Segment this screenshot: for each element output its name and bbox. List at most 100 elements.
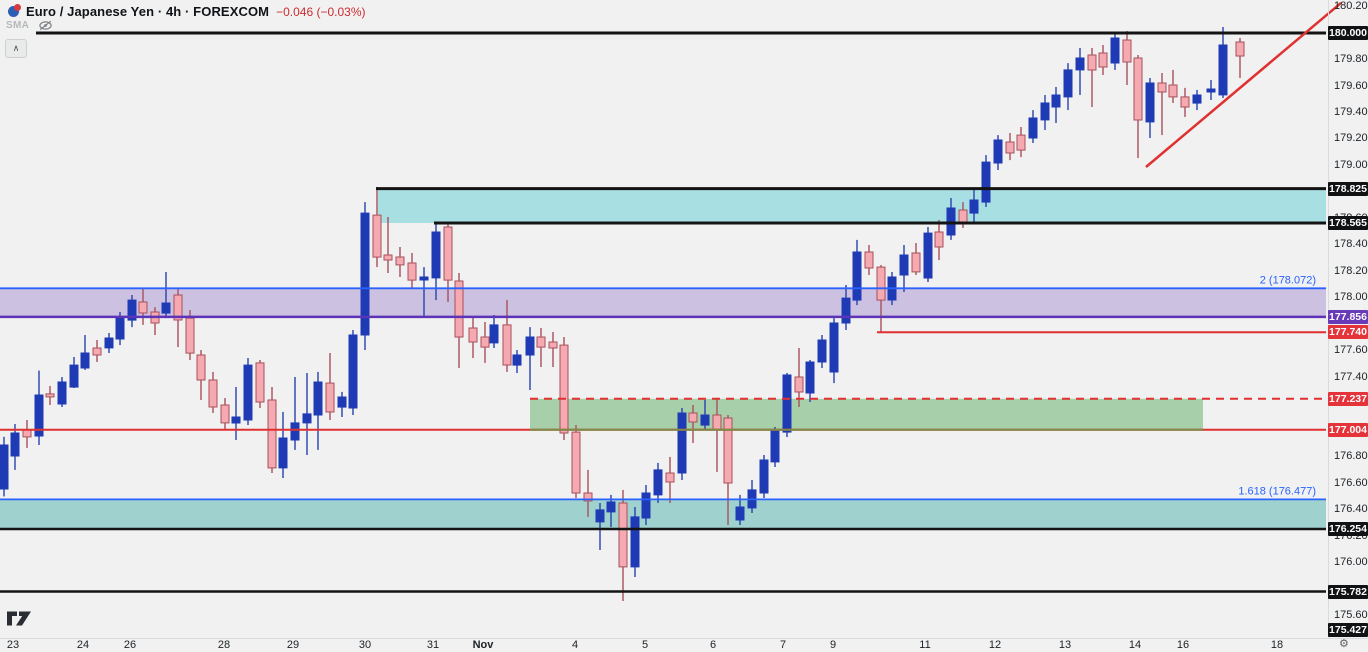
candle [899,245,909,292]
price-tick: 175.600 [1334,609,1368,622]
time-label: 31 [426,639,440,651]
candle [1180,87,1190,117]
candle [1110,33,1120,70]
collapse-panel-button[interactable]: ∧ [5,39,27,58]
time-label: 30 [358,639,372,651]
candle [747,480,757,513]
candle [337,391,347,417]
candle [161,272,171,319]
price-tick: 179.400 [1334,105,1368,118]
candle [548,332,558,367]
time-label: 5 [641,639,649,651]
demand-zone-teal[interactable] [0,499,1326,529]
price-tick: 176.800 [1334,450,1368,463]
candle [677,408,687,480]
candle [665,456,675,503]
symbol-header[interactable]: Euro / Japanese Yen · 4h · FOREXCOM −0.0… [8,4,366,19]
candle [829,318,839,384]
price-tick: 178.400 [1334,238,1368,251]
candle [220,398,230,430]
chart-canvas[interactable]: 2 (178.072) 1.618 (176.477) [0,0,1368,638]
candle [360,202,370,350]
time-label: 6 [709,639,717,651]
candle [383,217,393,273]
candle [536,328,546,367]
symbol-title[interactable]: Euro / Japanese Yen · 4h · FOREXCOM [26,4,270,19]
candle [1028,110,1038,143]
price-tick: 179.800 [1334,53,1368,65]
candle [817,335,827,368]
time-label: 26 [123,639,137,651]
time-axis[interactable]: 23 24 26 28 29 30 31 Nov 4 5 6 7 9 11 12 13 14 16 18 [0,639,1368,652]
candle [1235,38,1245,78]
candle [1206,80,1216,100]
candle [0,436,9,497]
candle [618,489,628,601]
supply-zone-cyan[interactable] [378,188,1326,223]
fib-level-label: 1.618 (176.477) [1238,485,1316,497]
candle [1157,73,1167,136]
visibility-off-icon[interactable] [38,20,53,31]
candle [512,350,522,373]
candle [231,387,241,440]
indicator-label: SMA [6,20,30,31]
price-tick: 176.400 [1334,503,1368,516]
chevron-up-icon: ∧ [12,43,20,53]
candle [454,273,464,368]
candle [923,227,933,282]
time-label: 28 [217,639,231,651]
candle [981,155,991,207]
price-tick: 177.600 [1334,344,1368,357]
time-label: 4 [571,639,579,651]
candle [1192,89,1202,111]
price-level-badge: 175.427 [1328,623,1368,637]
tradingview-logo[interactable] [7,610,32,627]
time-axis-separator [0,638,1368,639]
candle [770,427,780,467]
candle [1016,127,1026,158]
candle [1005,133,1015,161]
candle [993,135,1003,170]
candle [22,420,32,448]
price-tick: 178.200 [1334,264,1368,277]
price-tick: 177.400 [1334,370,1368,383]
price-level-badge: 177.237 [1328,391,1368,406]
candle [348,330,358,415]
demand-zone-green[interactable] [530,398,1203,430]
candle [290,377,300,450]
candle [641,485,651,525]
candle [255,360,265,408]
price-level-badge: 177.856 [1328,309,1368,324]
price-tick: 178.000 [1334,291,1368,304]
price-tick: 179.600 [1334,79,1368,92]
price-axis[interactable]: 180.200 179.800 179.600 179.400 179.200 179.0… [1328,0,1368,638]
candle [1051,87,1061,123]
currency-pair-icon [8,4,21,17]
time-label: 13 [1058,639,1072,651]
time-label: Nov [472,639,494,651]
price-change: −0.046 (−0.03%) [276,4,366,19]
time-label: 7 [779,639,787,651]
candle [723,415,733,525]
candle [1087,48,1097,107]
candle [688,405,698,443]
trendline[interactable] [1145,1,1342,168]
candle [419,267,429,317]
candle [10,424,20,470]
fib-zone-purple[interactable] [0,288,1326,317]
candle [1133,55,1143,158]
indicator-legend[interactable]: SMA [6,20,53,31]
candle [138,288,148,325]
candle [934,219,944,261]
price-tick: 180.200 [1334,0,1368,12]
candle [559,337,569,440]
price-level-badge: 176.254 [1328,522,1368,536]
candle [841,285,851,330]
axis-settings-gear-icon[interactable]: ⚙ [1339,638,1349,650]
candle [969,190,979,223]
price-level-badge: 177.004 [1328,422,1368,437]
price-tick: 176.000 [1334,556,1368,569]
candle [302,373,312,455]
candle [852,239,862,306]
candle [80,335,90,370]
